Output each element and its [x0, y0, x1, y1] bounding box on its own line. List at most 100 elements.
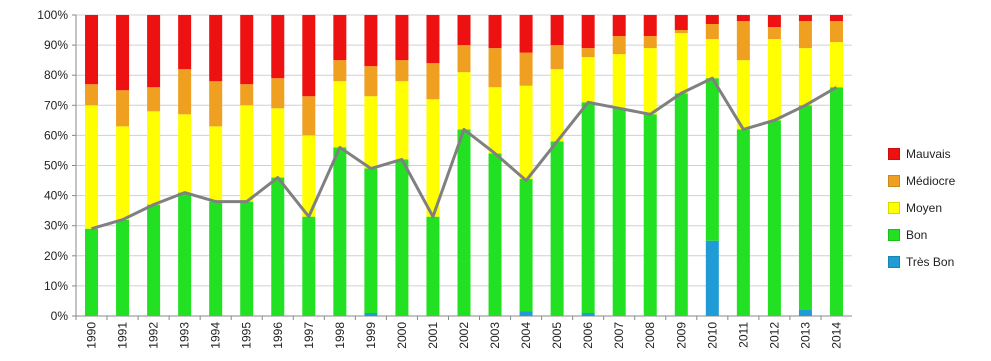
bar-moyen-2012: [767, 39, 781, 121]
bar-tr-s-bon-1999: [364, 312, 378, 316]
y-tick-label: 90%: [44, 38, 68, 52]
bar-moyen-1993: [178, 114, 192, 193]
bar-mauvais-2002: [457, 15, 471, 46]
legend-swatch: [888, 201, 900, 214]
bar-mauvais-1991: [116, 15, 130, 91]
legend-item: Bon: [888, 221, 988, 248]
bar-moyen-1995: [240, 105, 254, 202]
bar-bon-1991: [116, 219, 130, 316]
bar-m-diocre-2002: [457, 45, 471, 73]
legend-swatch: [888, 147, 900, 160]
bar-mauvais-1992: [147, 15, 161, 88]
bar-bon-1993: [178, 192, 192, 316]
bar-bon-2011: [736, 129, 750, 316]
x-tick-label: 2007: [612, 322, 626, 349]
y-tick-label: 100%: [37, 8, 68, 22]
bar-mauvais-2008: [643, 15, 657, 37]
bar-m-diocre-2004: [519, 52, 533, 86]
x-tick-label: 2009: [674, 322, 688, 349]
x-tick-label: 2011: [736, 322, 750, 348]
bar-bon-2006: [581, 102, 595, 313]
bar-m-diocre-2014: [829, 21, 843, 43]
bar-m-diocre-2001: [426, 63, 440, 100]
bar-moyen-1999: [364, 96, 378, 169]
bar-m-diocre-2011: [736, 21, 750, 61]
bar-mauvais-2005: [550, 15, 564, 46]
bar-bon-2004: [519, 179, 533, 312]
y-tick-label: 10%: [44, 279, 68, 293]
bar-m-diocre-1992: [147, 87, 161, 112]
bar-moyen-1991: [116, 126, 130, 220]
bar-moyen-2011: [736, 60, 750, 130]
x-tick-label: 1993: [178, 322, 192, 349]
bar-bon-2009: [674, 93, 688, 316]
bar-m-diocre-1998: [333, 60, 347, 82]
bar-moyen-2014: [829, 42, 843, 88]
y-tick-label: 50%: [44, 159, 68, 173]
bar-mauvais-2000: [395, 15, 409, 61]
bar-m-diocre-2006: [581, 48, 595, 58]
bar-bon-1997: [302, 216, 316, 316]
bar-m-diocre-1997: [302, 96, 316, 136]
bar-tr-s-bon-2004: [519, 311, 533, 316]
y-tick-label: 40%: [44, 189, 68, 203]
bar-m-diocre-1994: [209, 81, 223, 127]
x-tick-label: 1994: [209, 322, 223, 349]
bar-moyen-1998: [333, 81, 347, 148]
bar-bon-2007: [612, 108, 626, 316]
x-tick-label: 2000: [395, 322, 409, 349]
legend-item: Très Bon: [888, 248, 988, 275]
bar-m-diocre-2000: [395, 60, 409, 82]
legend-swatch: [888, 174, 900, 187]
legend-item: Médiocre: [888, 167, 988, 194]
bar-m-diocre-1993: [178, 69, 192, 115]
bar-bon-1995: [240, 201, 254, 316]
bar-mauvais-2012: [767, 15, 781, 28]
x-tick-label: 2001: [426, 322, 440, 349]
x-tick-label: 2010: [705, 322, 719, 349]
bar-m-diocre-2013: [798, 21, 812, 49]
x-tick-label: 1990: [85, 322, 99, 349]
x-tick-label: 2006: [581, 322, 595, 349]
bar-bon-2012: [767, 120, 781, 316]
x-tick-label: 2004: [519, 322, 533, 349]
bar-bon-2003: [488, 153, 502, 316]
x-tick-label: 2012: [767, 322, 781, 349]
bar-mauvais-2001: [426, 15, 440, 64]
legend-label: Médiocre: [906, 173, 956, 188]
x-tick-label: 1991: [116, 322, 130, 349]
bar-m-diocre-1990: [85, 84, 99, 106]
bar-mauvais-1998: [333, 15, 347, 61]
bar-moyen-2003: [488, 87, 502, 154]
x-tick-label: 1999: [364, 322, 378, 349]
bar-bon-1990: [85, 228, 99, 316]
bar-moyen-1997: [302, 135, 316, 217]
bar-bon-1994: [209, 201, 223, 316]
bar-bon-2008: [643, 114, 657, 316]
bar-m-diocre-2003: [488, 48, 502, 88]
bar-moyen-2008: [643, 48, 657, 115]
bar-bon-1998: [333, 147, 347, 316]
bar-bon-2010: [705, 78, 719, 241]
bar-moyen-2001: [426, 99, 440, 217]
bar-moyen-2009: [674, 33, 688, 94]
bar-moyen-2010: [705, 39, 719, 79]
bar-moyen-1990: [85, 105, 99, 229]
y-tick-label: 0%: [51, 309, 69, 323]
bar-mauvais-2014: [829, 15, 843, 22]
y-tick-label: 20%: [44, 249, 68, 263]
bar-moyen-2004: [519, 85, 533, 180]
bar-moyen-2007: [612, 54, 626, 109]
bar-mauvais-2004: [519, 15, 533, 53]
bar-mauvais-1995: [240, 15, 254, 85]
bar-m-diocre-1995: [240, 84, 254, 106]
legend-item: Moyen: [888, 194, 988, 221]
bar-tr-s-bon-2010: [705, 240, 719, 316]
legend-label: Très Bon: [906, 254, 955, 269]
bar-mauvais-1994: [209, 15, 223, 82]
bar-bon-2005: [550, 141, 564, 316]
x-tick-label: 1995: [240, 322, 254, 349]
y-tick-label: 70%: [44, 98, 68, 112]
